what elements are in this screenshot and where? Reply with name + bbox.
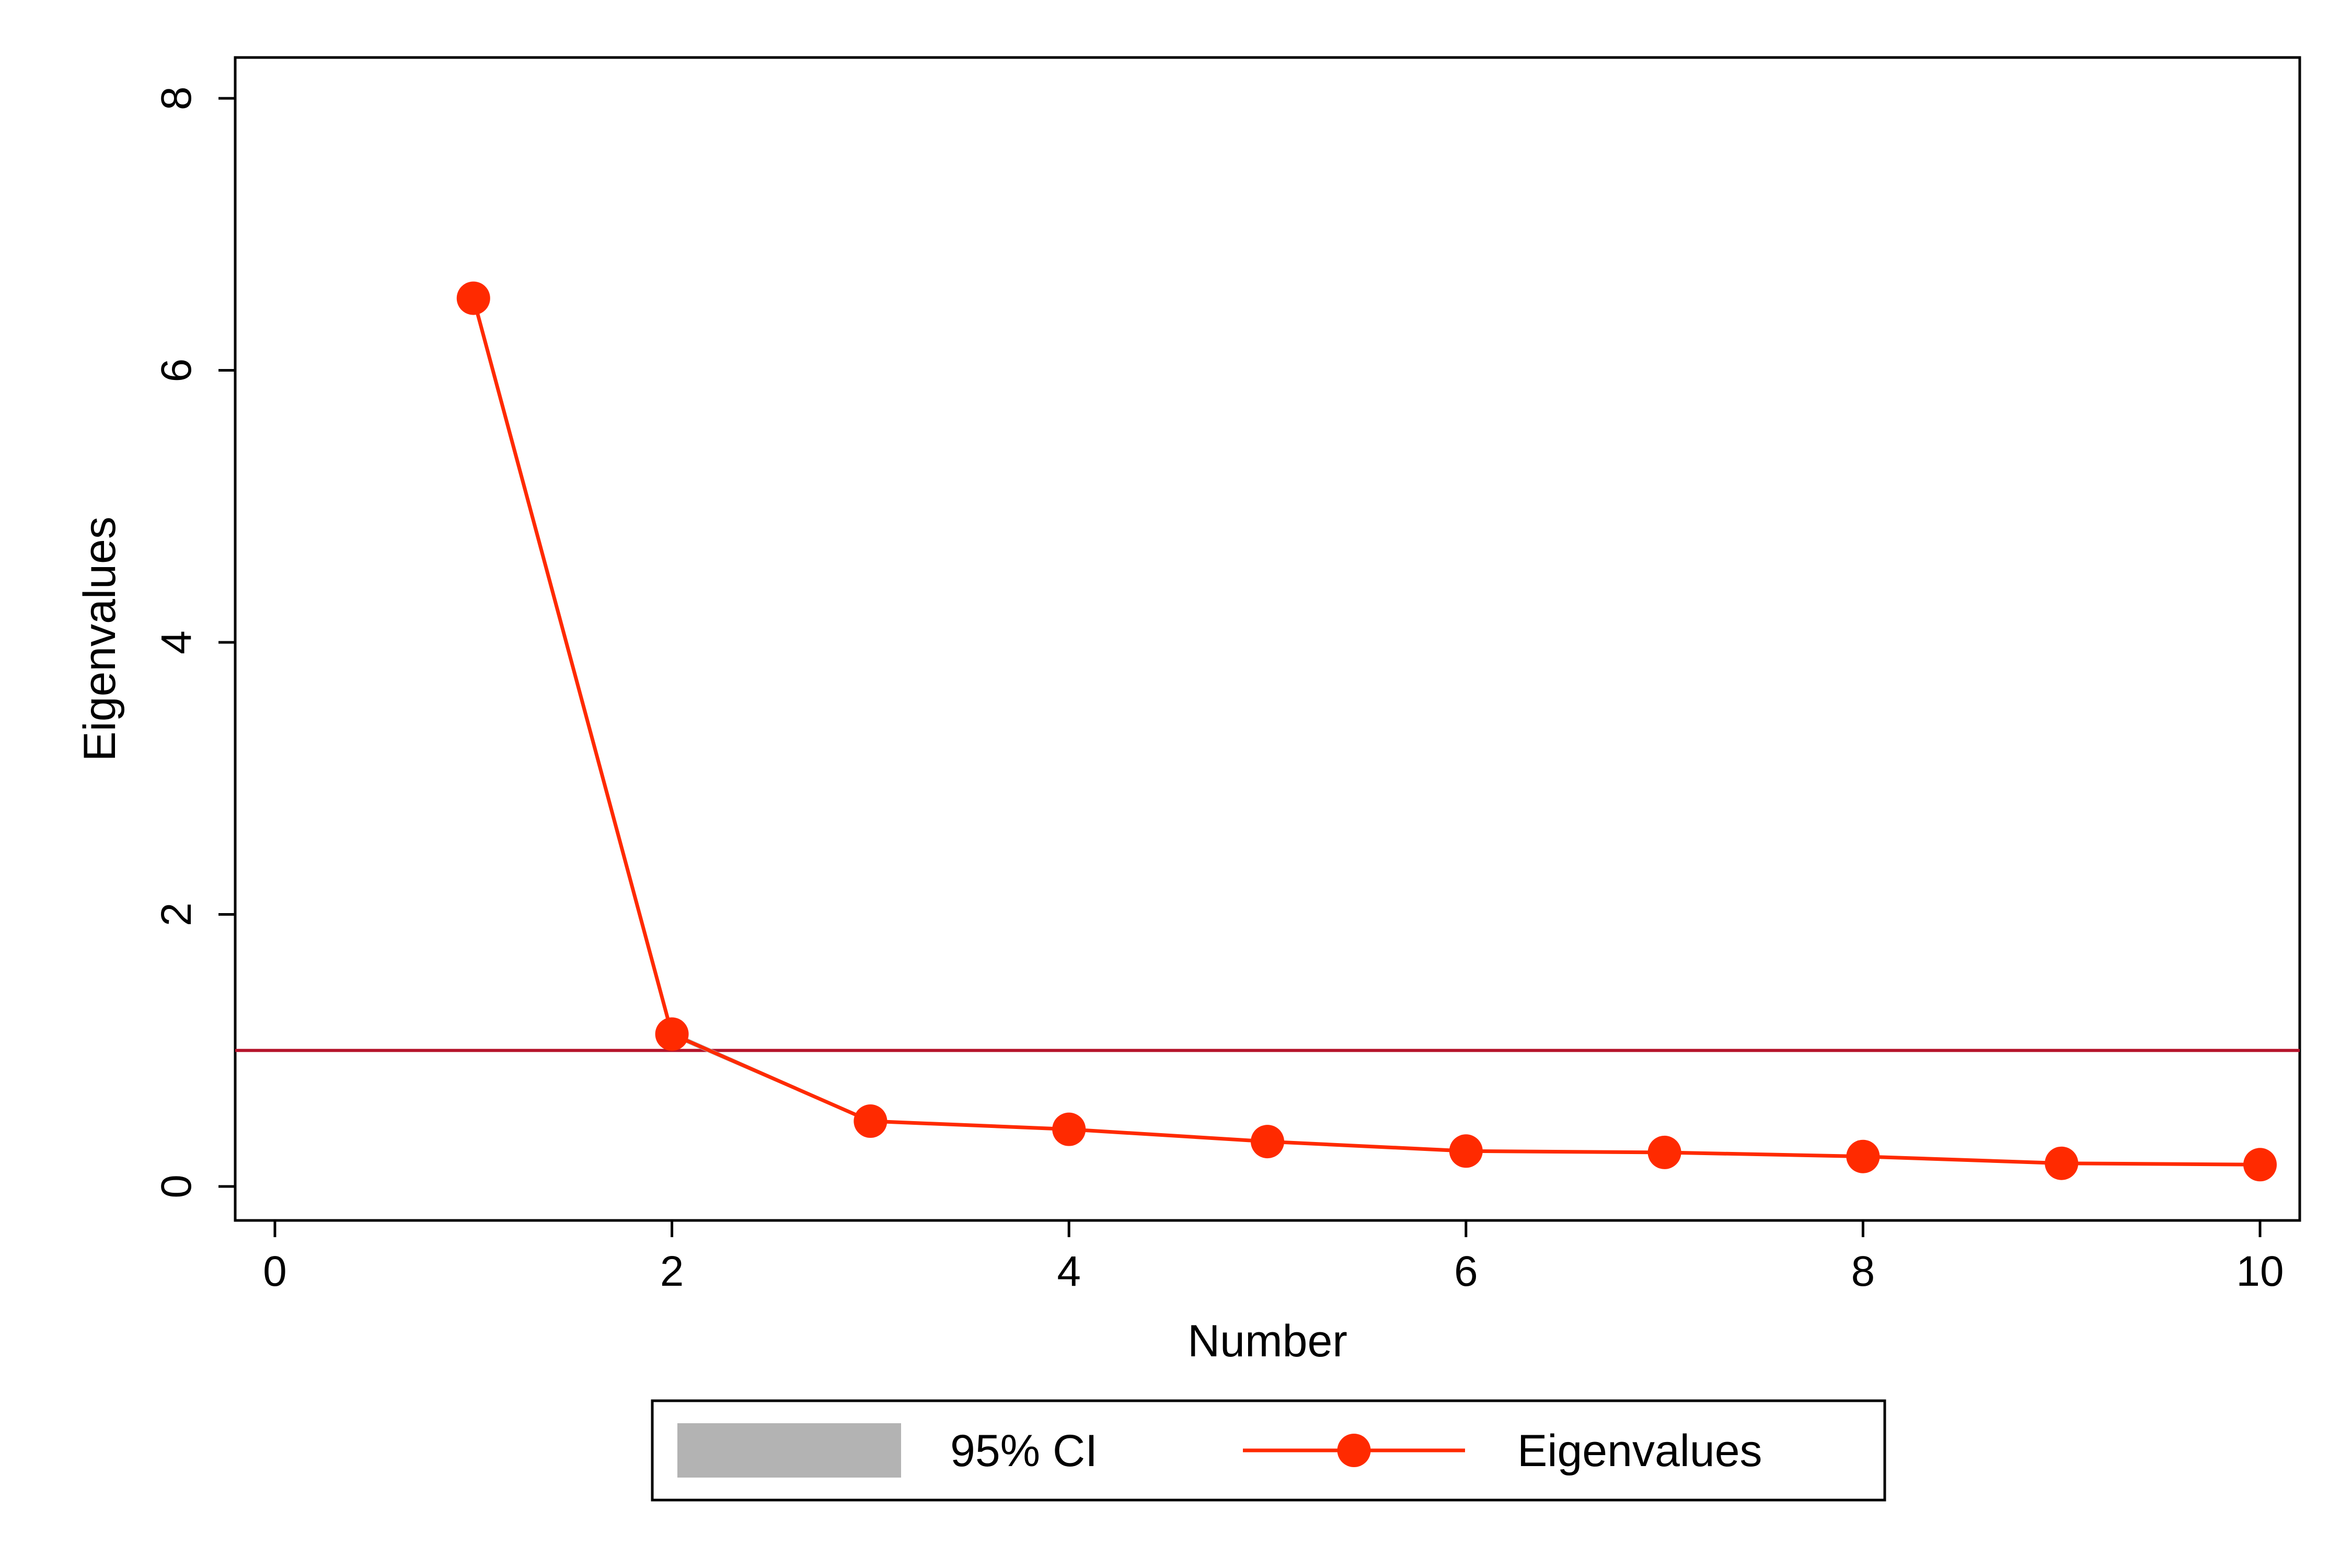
- plot-frame: [234, 56, 2301, 1222]
- data-point: [1846, 1139, 1880, 1173]
- data-point: [854, 1104, 887, 1138]
- legend: 95% CI Eigenvalues: [651, 1399, 1886, 1502]
- plot-region: [234, 56, 2301, 1222]
- y-tick-label: 4: [153, 630, 200, 654]
- y-axis-title: Eigenvalues: [75, 516, 125, 762]
- legend-ci-swatch: [677, 1423, 901, 1478]
- x-axis: 0 2 4 6 8 10: [263, 1220, 2284, 1295]
- y-tick-label: 2: [153, 903, 200, 927]
- data-point: [1647, 1135, 1681, 1169]
- y-tick-label: 6: [153, 359, 200, 383]
- y-tick-label: 0: [153, 1174, 200, 1198]
- eigenvalues-line: [471, 297, 2261, 1167]
- data-point: [1052, 1112, 1086, 1146]
- x-tick-label: 2: [660, 1248, 684, 1295]
- legend-ci-label: 95% CI: [950, 1426, 1098, 1476]
- y-tick-label: 8: [153, 86, 200, 110]
- data-point: [1449, 1134, 1483, 1168]
- x-tick-label: 6: [1454, 1248, 1478, 1295]
- y-axis: 0 2 4 6 8: [153, 86, 235, 1198]
- x-axis-title: Number: [1187, 1316, 1347, 1366]
- x-tick-label: 0: [263, 1248, 287, 1295]
- legend-eigen-label: Eigenvalues: [1517, 1426, 1762, 1476]
- data-point: [1251, 1125, 1284, 1159]
- x-tick-label: 4: [1057, 1248, 1081, 1295]
- legend-eigen-marker: [1337, 1434, 1371, 1467]
- x-tick-label: 8: [1851, 1248, 1875, 1295]
- data-point: [456, 281, 490, 315]
- data-point: [2045, 1146, 2079, 1180]
- data-point: [655, 1017, 689, 1051]
- x-tick-label: 10: [2236, 1248, 2284, 1295]
- data-point: [2243, 1148, 2277, 1182]
